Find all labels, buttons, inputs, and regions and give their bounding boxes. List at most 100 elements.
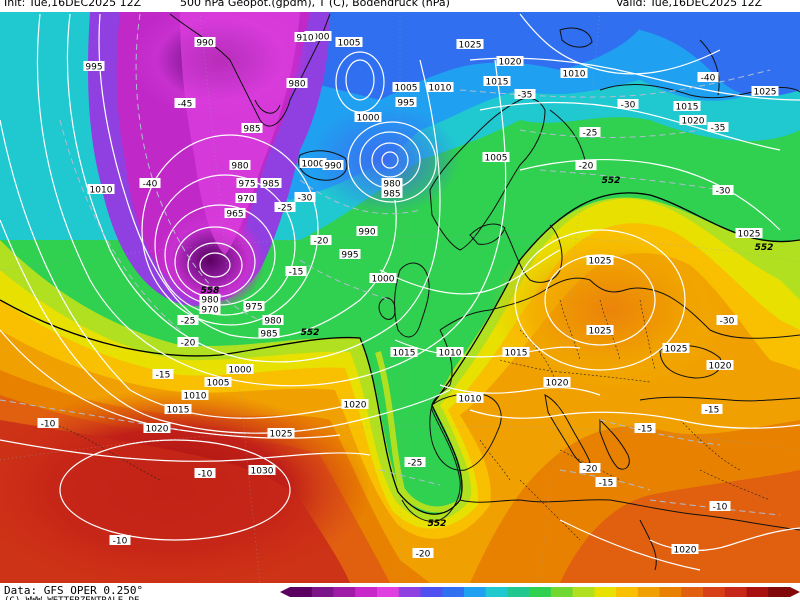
init-time: Init: Tue,16DEC2025 12Z [4, 0, 142, 9]
isobar-label-text: 1010 [184, 392, 207, 402]
isobar-label-bg [586, 255, 614, 265]
temperature-label-bg [634, 423, 656, 433]
field-red-orange-e [560, 470, 800, 583]
isobar-label-text: 1015 [167, 406, 190, 416]
isobar-label-text: 995 [85, 63, 102, 73]
isobar-label: 1020 [543, 377, 571, 389]
isobar-label: 990 [194, 37, 216, 49]
isobar-label-text: 1015 [505, 349, 528, 359]
isobar-label: 965 [224, 208, 246, 220]
scale-swatch [550, 587, 574, 597]
isobar-label: 1000 [299, 158, 327, 170]
temperature-label-bg [139, 178, 161, 188]
field-magenta [180, 12, 300, 255]
isobar-label-bg [436, 347, 464, 357]
isobar-label-text: 1030 [251, 467, 274, 477]
isobar-label-text: 980 [231, 162, 248, 172]
isobar-label-bg [260, 178, 282, 188]
scale-swatch [442, 587, 465, 597]
temperature-label: -15 [595, 477, 617, 489]
temperature-label: -15 [634, 423, 656, 435]
isobar-label-text: 1000 [372, 275, 395, 285]
scale-swatch [485, 587, 508, 597]
isobar-label-bg [395, 97, 417, 107]
isobar-label-text: 1000 [357, 114, 380, 124]
isobar-label-text: 980 [383, 180, 400, 190]
isobar-label-bg [204, 377, 232, 387]
temperature-label: -40 [139, 178, 161, 190]
temperature-label-text: -45 [178, 100, 193, 110]
temperature-label-text: -10 [41, 420, 56, 430]
isobar-label: 1020 [143, 423, 171, 435]
temperature-label-text: -20 [583, 465, 598, 475]
isobar-label-text: 965 [226, 210, 243, 220]
temperature-label: -35 [514, 89, 536, 101]
isobar-label-text: 1025 [459, 41, 482, 51]
isobar-label-text: 985 [383, 190, 400, 200]
isobar-label-bg [199, 294, 221, 304]
temperature-label-bg [412, 548, 434, 558]
isobar-label-bg [236, 178, 258, 188]
isobar-label: 980 [262, 315, 284, 327]
isobar-label-bg [226, 364, 254, 374]
scale-swatch [703, 587, 726, 597]
scale-swatch [376, 587, 400, 597]
map-title: 500 hPa Geopot.(gpdm), T (C), Bodendruck… [180, 0, 450, 9]
isobar-label-text: 980 [288, 80, 305, 90]
isobar-label-bg [381, 188, 403, 198]
isobar-label-bg [502, 347, 530, 357]
isobar-label-bg [381, 178, 403, 188]
temperature-label: -15 [285, 266, 307, 278]
isobar-label-text: 910 [296, 34, 313, 44]
temperature-label-text: -10 [198, 470, 213, 480]
isobar-label: 1015 [673, 101, 701, 113]
temperature-label-text: -20 [181, 339, 196, 349]
isobar-label-bg [235, 193, 257, 203]
temperature-label-bg [707, 122, 729, 132]
isobar-label: 1025 [586, 325, 614, 337]
scale-swatch [463, 587, 487, 597]
isobar-label-bg [87, 184, 115, 194]
isobar-label: 995 [395, 97, 417, 109]
temperature-label: -30 [716, 315, 738, 327]
isobar-label-text: 975 [238, 180, 255, 190]
isobar-label-bg [241, 123, 263, 133]
isobar-label: 1025 [586, 255, 614, 267]
isobar-label-bg [248, 465, 276, 475]
isobar-label-text: 1005 [338, 39, 361, 49]
isobar-label: 1030 [248, 465, 276, 477]
field-ne-blue [640, 12, 800, 97]
temperature-label-bg [294, 192, 316, 202]
isobar-label: 1000 [354, 112, 382, 124]
isobar-label: 975 [236, 178, 258, 190]
temperature-labels: -45-40-35-30-35-25-20-40-30-25-30-20-15-… [37, 72, 738, 560]
isobar-label: 975 [243, 301, 265, 313]
isobar-label-bg [224, 208, 246, 218]
temperature-label: -25 [274, 202, 296, 214]
scale-swatch [398, 587, 421, 597]
scale-swatch [594, 587, 617, 597]
isobar-label-text: 1020 [344, 401, 367, 411]
scale-swatch [659, 587, 682, 597]
geopotential-label: 558 [201, 286, 220, 296]
scale-swatch [768, 587, 791, 597]
isobar-label: 1000 [304, 31, 332, 43]
isobar-label: 1025 [267, 428, 295, 440]
isobar-label: 1020 [679, 115, 707, 127]
temperature-label: -20 [177, 337, 199, 349]
isobars [0, 13, 800, 571]
field-red-sw [0, 420, 350, 583]
temperature-label-text: -25 [583, 129, 598, 139]
temperature-label-bg [37, 418, 59, 428]
temperature-label: -35 [707, 122, 729, 134]
temperature-label-text: -10 [713, 503, 728, 513]
isobar-label-bg [304, 31, 332, 41]
temperature-label-bg [177, 337, 199, 347]
isobar-label-bg [229, 160, 251, 170]
isobar-label-bg [390, 347, 418, 357]
temperature-label-text: -15 [156, 371, 171, 381]
isobar-label: 990 [322, 160, 344, 172]
scale-swatch [355, 587, 378, 597]
isobar-label-text: 990 [196, 39, 213, 49]
isobar-label-bg [543, 377, 571, 387]
